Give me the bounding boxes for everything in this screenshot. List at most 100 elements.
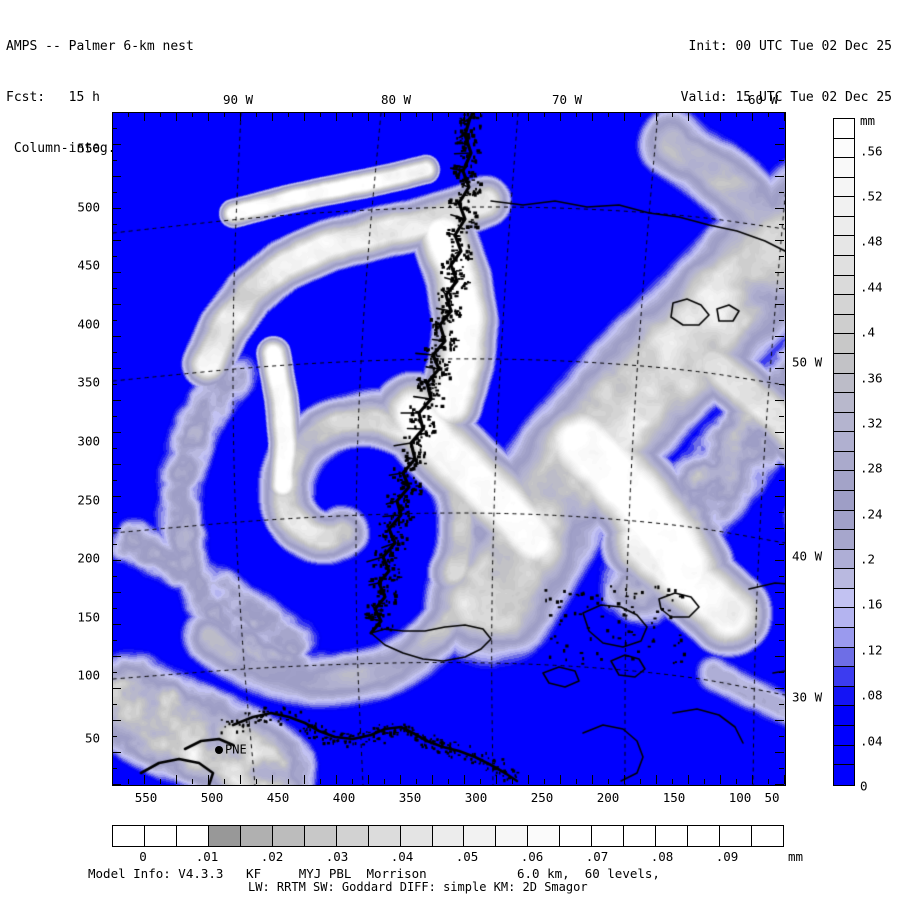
axis-tick	[779, 288, 784, 289]
colorbar-vertical-cell	[834, 588, 854, 609]
axis-tick	[779, 160, 784, 161]
latitude-label-right: 30 W	[792, 689, 823, 705]
axis-tick	[400, 112, 401, 121]
axis-tick	[336, 775, 337, 784]
axis-tick	[112, 128, 117, 129]
axis-tick	[112, 512, 117, 513]
axis-tick	[112, 224, 117, 225]
axis-tick	[112, 528, 121, 529]
axis-tick	[775, 144, 784, 145]
colorbar-horizontal-tick-label: 0	[139, 849, 147, 864]
axis-tick	[112, 384, 117, 385]
longitude-label-top: 70 W	[551, 92, 583, 107]
axis-tick	[512, 779, 513, 784]
axis-tick	[779, 256, 784, 257]
axis-tick	[272, 112, 273, 121]
axis-tick	[779, 544, 784, 545]
colorbar-horizontal-tick-label: .06	[520, 849, 544, 864]
colorbar-vertical-tick-label: .56	[860, 143, 883, 159]
y-axis-label-left: 200	[77, 550, 100, 566]
axis-tick	[112, 208, 121, 209]
axis-tick	[775, 496, 784, 497]
axis-tick	[775, 368, 784, 369]
colorbar-vertical-tick-label: .28	[860, 460, 883, 476]
axis-tick	[775, 560, 784, 561]
colorbar-horizontal	[112, 825, 784, 847]
colorbar-vertical-cell	[834, 295, 854, 315]
colorbar-horizontal-tick-label: .08	[650, 849, 674, 864]
y-axis-label-left: 50	[84, 730, 100, 746]
colorbar-vertical-tick-label: .4	[860, 324, 876, 340]
colorbar-vertical-cell	[834, 608, 854, 629]
colorbar-vertical-unit: mm	[860, 113, 876, 128]
forecast-hour: Fcst: 15 h	[6, 90, 100, 105]
axis-tick	[775, 752, 784, 753]
axis-tick	[775, 240, 784, 241]
colorbar-vertical-cell	[834, 119, 854, 139]
station-dot-icon	[215, 745, 223, 754]
colorbar-horizontal-cell	[113, 826, 145, 846]
colorbar-horizontal-cell	[336, 826, 369, 846]
axis-tick	[368, 112, 369, 121]
colorbar-vertical-cell	[834, 236, 854, 257]
axis-tick	[144, 112, 145, 121]
axis-tick	[656, 112, 657, 121]
axis-tick	[256, 112, 257, 117]
axis-tick	[112, 768, 117, 769]
axis-tick	[128, 112, 129, 117]
colorbar-vertical-tick-label: 0	[860, 778, 868, 794]
axis-tick	[752, 775, 753, 784]
axis-tick	[775, 624, 784, 625]
axis-tick	[779, 384, 784, 385]
y-axis-label-left: 350	[77, 374, 100, 390]
colorbar-vertical-cell	[834, 158, 854, 178]
longitude-label-top: 80 W	[380, 92, 412, 107]
model-info-line1: Model Info: V4.3.3 KF MYJ PBL Morrison 6…	[88, 866, 660, 881]
colorbar-horizontal-tick-label: .05	[455, 849, 479, 864]
colorbar-vertical-cell	[834, 647, 854, 668]
axis-tick	[779, 224, 784, 225]
axis-tick	[688, 775, 689, 784]
model-info-line2: LW: RRTM SW: Goddard DIFF: simple KM: 2D…	[248, 880, 588, 894]
axis-tick	[544, 112, 545, 117]
axis-tick	[352, 779, 353, 784]
axis-tick	[160, 779, 161, 784]
map-plot-area[interactable]	[112, 112, 786, 786]
x-axis-label-bottom: 500	[200, 790, 224, 805]
axis-tick	[779, 192, 784, 193]
axis-tick	[640, 112, 641, 117]
y-axis-label-left: 150	[77, 609, 100, 625]
colorbar-horizontal-cell	[176, 826, 209, 846]
colorbar-vertical-cell	[834, 275, 854, 296]
y-axis-label-left: 400	[77, 316, 100, 332]
axis-tick	[779, 736, 784, 737]
model-title: AMPS -- Palmer 6-km nest	[6, 39, 194, 54]
axis-tick	[608, 779, 609, 784]
axis-tick	[272, 775, 273, 784]
colorbar-vertical-cell	[834, 138, 854, 159]
colorbar-horizontal-tick-label: .04	[390, 849, 414, 864]
axis-tick	[352, 112, 353, 117]
colorbar-vertical-cell	[834, 549, 854, 570]
valid-time: Valid: 15 UTC Tue 02 Dec 25	[680, 90, 892, 105]
colorbar-vertical-cell	[834, 432, 854, 452]
axis-tick	[775, 208, 784, 209]
axis-tick	[112, 608, 117, 609]
axis-tick	[775, 432, 784, 433]
axis-tick	[384, 779, 385, 784]
axis-tick	[672, 112, 673, 117]
x-axis-label-bottom: 150	[662, 790, 686, 805]
axis-tick	[480, 779, 481, 784]
colorbar-horizontal-cell	[464, 826, 497, 846]
colorbar-vertical-tick-label: .44	[860, 279, 883, 295]
y-axis-label-left: 300	[77, 433, 100, 449]
x-axis-label-bottom: 450	[266, 790, 290, 805]
axis-tick	[112, 775, 113, 784]
colorbar-vertical-cell	[834, 216, 854, 237]
axis-tick	[496, 775, 497, 784]
axis-tick	[775, 336, 784, 337]
colorbar-vertical-cell	[834, 686, 854, 707]
axis-tick	[779, 768, 784, 769]
colorbar-horizontal-cell	[304, 826, 337, 846]
colorbar-vertical-cell	[834, 706, 854, 726]
